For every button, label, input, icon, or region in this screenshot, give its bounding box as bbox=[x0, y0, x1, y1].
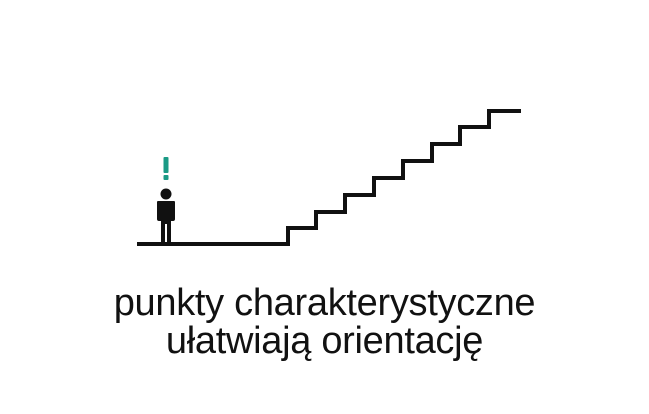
person-standing-icon bbox=[157, 188, 175, 243]
staircase-line bbox=[137, 109, 521, 246]
exclamation-mark-icon bbox=[163, 157, 169, 180]
caption-line-1: punkty charakterystyczne bbox=[113, 282, 536, 324]
caption: punkty charakterystyczne ułatwiają orien… bbox=[0, 284, 649, 360]
caption-line-2: ułatwiają orientację bbox=[165, 320, 484, 362]
